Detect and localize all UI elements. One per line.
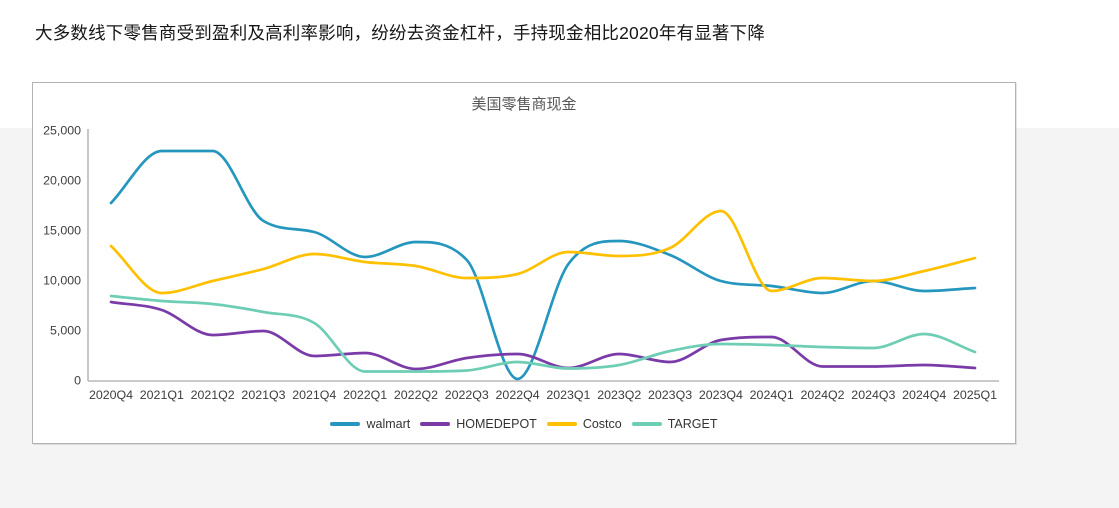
x-axis-tick-label: 2022Q3 xyxy=(445,388,489,402)
x-axis-tick-label: 2020Q4 xyxy=(89,388,133,402)
y-axis-tick-label: 5,000 xyxy=(50,323,81,337)
x-axis-tick-label: 2024Q1 xyxy=(750,388,794,402)
x-axis-tick-label: 2023Q3 xyxy=(648,388,692,402)
x-axis-tick-label: 2023Q2 xyxy=(597,388,641,402)
y-axis-tick-label: 15,000 xyxy=(43,223,81,237)
x-axis-tick-label: 2023Q1 xyxy=(546,388,590,402)
chart-panel: 美国零售商现金 0 5,000 10,000 15,000 20,000 25,000 20… xyxy=(32,82,1016,444)
chart-title: 美国零售商现金 xyxy=(471,96,577,113)
x-axis-tick-label: 2024Q4 xyxy=(902,388,946,402)
page-title: 大多数线下零售商受到盈利及高利率影响，纷纷去资金杠杆，手持现金相比2020年有显… xyxy=(35,23,766,43)
chart-legend: walmart HOMEDEPOT Costco TARGET xyxy=(33,417,1015,431)
y-axis-tick-label: 10,000 xyxy=(43,273,81,287)
legend-item-costco: Costco xyxy=(546,417,622,431)
legend-label: HOMEDEPOT xyxy=(456,417,537,431)
series-line-costco xyxy=(109,209,977,295)
x-axis-tick-label: 2023Q4 xyxy=(699,388,743,402)
legend-item-walmart: walmart xyxy=(330,417,410,431)
series-line-homedepot xyxy=(109,300,977,371)
x-axis-tick-label: 2025Q1 xyxy=(953,388,997,402)
y-axis-tick-label: 20,000 xyxy=(43,173,81,187)
x-axis-tick-label: 2024Q3 xyxy=(851,388,895,402)
x-axis-tick-label: 2022Q2 xyxy=(394,388,438,402)
legend-swatch-costco xyxy=(546,422,577,426)
series-line-walmart xyxy=(109,149,977,381)
legend-label: TARGET xyxy=(667,417,718,431)
legend-swatch-homedepot xyxy=(420,422,451,426)
line-chart: 0 5,000 10,000 15,000 20,000 25,000 2020Q4 2021… xyxy=(43,123,999,402)
legend-swatch-target xyxy=(631,422,662,426)
legend-item-homedepot: HOMEDEPOT xyxy=(420,417,537,431)
x-axis-tick-label: 2021Q4 xyxy=(292,388,336,402)
x-axis-tick-label: 2022Q1 xyxy=(343,388,387,402)
x-axis-tick-label: 2021Q3 xyxy=(241,388,285,402)
legend-swatch-walmart xyxy=(330,422,361,426)
x-axis-tick-label: 2021Q1 xyxy=(140,388,184,402)
legend-label: walmart xyxy=(366,417,411,431)
series-line-target xyxy=(109,294,977,373)
y-axis-tick-label: 25,000 xyxy=(43,123,81,137)
x-axis-tick-label: 2022Q4 xyxy=(496,388,540,402)
x-axis-tick-label: 2024Q2 xyxy=(800,388,844,402)
legend-label: Costco xyxy=(582,417,622,431)
x-axis-tick-label: 2021Q2 xyxy=(191,388,235,402)
y-axis-tick-label: 0 xyxy=(74,373,81,387)
legend-item-target: TARGET xyxy=(631,417,718,431)
